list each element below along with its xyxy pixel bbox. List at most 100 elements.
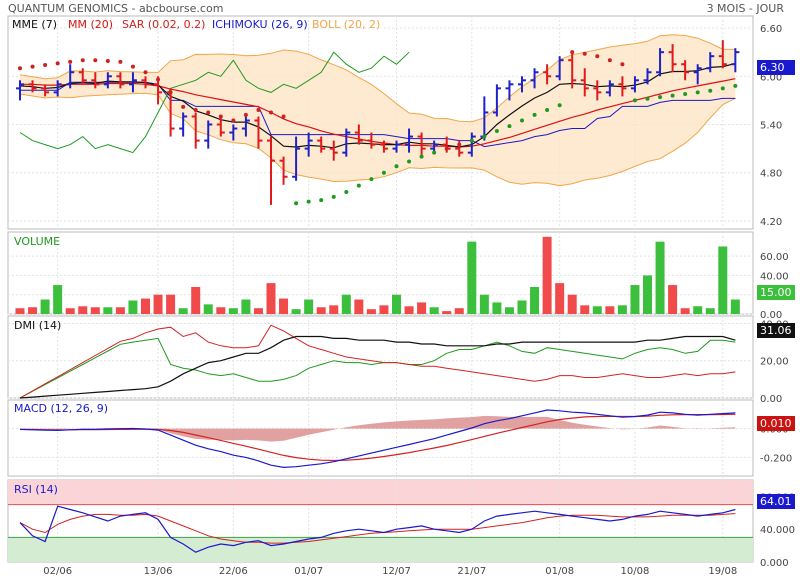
volume-bar (392, 294, 401, 314)
volume-bar (304, 299, 314, 314)
volume-bar (28, 307, 38, 314)
macd-layer (19, 409, 736, 469)
candle-down (216, 116, 225, 137)
sar-dot (118, 59, 123, 64)
candle-down (618, 76, 627, 97)
candle-up (53, 80, 62, 97)
volume-tick-label: 0.00 (760, 310, 782, 321)
volume-bar (354, 299, 364, 314)
candle-down (78, 68, 87, 85)
price-value-tag (757, 60, 795, 75)
candle-up (179, 112, 188, 137)
sar-dot (93, 58, 98, 63)
sar-dot (620, 62, 625, 67)
rsi-layer (8, 504, 753, 553)
bollinger-lower-line (19, 92, 736, 187)
sar-dot (532, 112, 537, 117)
candle-down (718, 40, 727, 69)
sar-dot (231, 118, 236, 123)
sar-dot (294, 201, 299, 206)
candle-up (731, 48, 740, 73)
rsi-tick-label: 0.000 (760, 558, 789, 569)
candle-down (141, 76, 150, 89)
x-tick-label: 01/07 (294, 566, 323, 577)
volume-tick-label: 60.00 (760, 252, 789, 263)
volume-bar (53, 285, 63, 314)
candle-up (16, 80, 24, 101)
volume-bar (115, 307, 125, 314)
sar-dot (419, 154, 424, 159)
volume-bar (417, 302, 427, 314)
dmi-tick-label: 0.00 (760, 394, 782, 405)
sar-dot (130, 64, 135, 69)
x-tick-label: 01/08 (545, 566, 574, 577)
volume-bar (617, 305, 627, 314)
legend-boll: BOLL (20, 2) (312, 18, 380, 31)
candle-up (405, 128, 414, 153)
volume-bar (680, 308, 690, 314)
volume-bar (504, 307, 514, 314)
candle-up (342, 128, 351, 157)
bollinger-band-area (20, 34, 736, 186)
sar-dot (105, 59, 110, 64)
dmi-value-tag (757, 323, 795, 338)
volume-bar (266, 283, 276, 314)
candle-up (706, 52, 715, 73)
sar-dot (469, 138, 474, 143)
rsi-line (19, 505, 736, 553)
volume-bar (592, 306, 602, 314)
volume-bar (40, 299, 50, 314)
volume-value: 15.00 (760, 286, 792, 299)
adx-line (19, 335, 736, 399)
sar-dot (432, 150, 437, 155)
price-tick-label: 6.00 (760, 72, 782, 83)
price-tick-label: 4.20 (760, 217, 782, 228)
price-tick-label: 4.80 (760, 169, 782, 180)
dmi-value: 31.06 (760, 324, 792, 337)
x-tick-label: 02/06 (43, 566, 72, 577)
volume-bar (429, 307, 439, 314)
sar-dot (319, 198, 324, 203)
rsi-overbought-zone (8, 480, 753, 505)
sar-dot (394, 164, 399, 169)
candle-down (568, 52, 577, 89)
legend-ichimoku: ICHIMOKU (26, 9) (212, 18, 308, 31)
sar-dot (708, 88, 713, 93)
volume-bar (379, 305, 389, 314)
ichimoku-lagging-line (19, 51, 410, 154)
sar-dot (645, 96, 650, 101)
sar-dot (457, 142, 462, 147)
candle-up (555, 56, 564, 81)
volume-bar (366, 309, 376, 314)
volume-bar (78, 306, 88, 314)
dmi-plus-line (19, 337, 736, 399)
candle-down (379, 140, 388, 153)
volume-bar (705, 308, 715, 314)
candle-down (668, 44, 677, 73)
sar-dot (595, 54, 600, 59)
candle-up (292, 136, 301, 181)
volume-bar (517, 300, 527, 314)
rsi-value: 64.01 (760, 495, 792, 508)
candle-down (267, 136, 275, 205)
candle-down (254, 116, 263, 149)
macd-panel (7, 399, 754, 477)
volume-bar (492, 302, 502, 314)
volume-bar (103, 307, 113, 314)
macd-value: 0.010 (760, 417, 792, 430)
candle-up (467, 132, 476, 157)
volume-bar (153, 294, 163, 314)
candle-up (656, 48, 665, 77)
sar-dot (168, 90, 173, 95)
candle-down (329, 140, 338, 161)
volume-bar (454, 308, 464, 314)
sar-dot (507, 124, 512, 129)
volume-bar (241, 299, 251, 314)
volume-bar (65, 308, 75, 314)
sar-dot (181, 104, 186, 109)
macd-tick-label: -0.200 (760, 453, 792, 464)
sar-dot (570, 50, 575, 55)
sar-dot (55, 61, 60, 66)
candle-up (693, 64, 702, 85)
dmi-minus-line (19, 324, 736, 399)
